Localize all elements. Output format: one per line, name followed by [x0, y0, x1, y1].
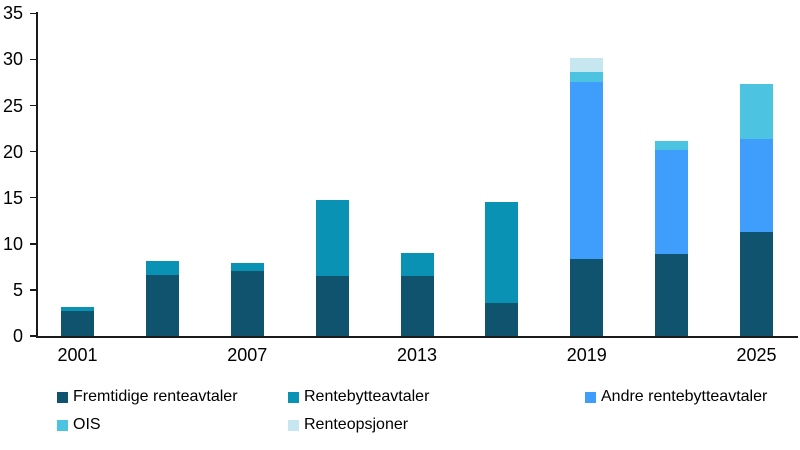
bar-segment-2007 — [230, 263, 264, 272]
y-tick-label: 35 — [2, 3, 23, 24]
bar-segment-2019 — [570, 82, 604, 260]
y-tick-mark — [30, 104, 37, 107]
legend-swatch-icon — [288, 419, 299, 431]
legend-swatch-icon — [57, 391, 68, 403]
y-tick-mark — [30, 196, 37, 199]
legend-item: Andre rentebytteavtaler — [585, 389, 767, 405]
y-tick-label: 10 — [2, 233, 23, 254]
bar-segment-2004 — [145, 261, 179, 276]
y-tick-label: 30 — [2, 49, 23, 70]
legend-swatch-icon — [585, 391, 596, 403]
x-tick-label: 2001 — [57, 345, 98, 365]
bar-segment-2019 — [570, 58, 604, 73]
x-tick-label: 2013 — [396, 345, 438, 365]
bar-segment-2016 — [485, 202, 519, 303]
y-tick-mark — [30, 12, 37, 15]
legend-label: Renteopsjoner — [304, 416, 409, 433]
y-tick-mark — [30, 243, 37, 245]
x-tick-label: 2019 — [566, 345, 607, 365]
y-tick-label: 20 — [2, 141, 23, 162]
bar-segment-2013 — [400, 253, 434, 277]
x-axis — [36, 336, 798, 338]
y-tick-mark — [30, 150, 37, 153]
legend-label: Rentebytteavtaler — [304, 388, 430, 405]
legend-label: OIS — [73, 416, 101, 433]
bar-segment-2019 — [570, 259, 604, 336]
bar-segment-2010 — [315, 200, 349, 277]
bar-segment-2007 — [230, 271, 264, 336]
y-tick-mark — [30, 58, 37, 61]
bar-segment-2019 — [570, 72, 604, 83]
legend-swatch-icon — [57, 419, 68, 431]
bar-segment-2022 — [655, 140, 689, 150]
bar-segment-2001 — [61, 307, 94, 312]
y-tick-label: 25 — [2, 95, 23, 116]
legend-label: Fremtidige renteavtaler — [73, 388, 238, 405]
bar-segment-2025 — [740, 84, 773, 139]
legend-item: Rentebytteavtaler — [288, 389, 429, 405]
legend-item: Fremtidige renteavtaler — [57, 389, 238, 405]
legend-item: Renteopsjoner — [288, 417, 408, 433]
legend-swatch-icon — [288, 391, 299, 403]
bar-segment-2004 — [145, 275, 179, 336]
y-tick-mark — [30, 289, 37, 291]
y-tick-mark — [30, 335, 37, 337]
legend-label: Andre rentebytteavtaler — [601, 388, 768, 405]
y-tick-label: 5 — [12, 279, 23, 300]
bar-segment-2016 — [485, 302, 519, 336]
x-tick-label: 2007 — [227, 345, 268, 365]
x-tick-label: 2025 — [736, 345, 777, 365]
bar-segment-2025 — [740, 138, 773, 232]
bar-segment-2025 — [740, 231, 773, 336]
y-axis — [36, 12, 38, 338]
y-tick-label: 15 — [2, 187, 23, 208]
bar-segment-2013 — [400, 276, 434, 336]
y-tick-label: 0 — [12, 326, 23, 346]
bar-segment-2022 — [655, 253, 689, 336]
legend-item: OIS — [57, 417, 101, 433]
bar-segment-2022 — [655, 149, 689, 254]
bar-segment-2001 — [61, 311, 94, 336]
bar-segment-2010 — [315, 276, 349, 336]
